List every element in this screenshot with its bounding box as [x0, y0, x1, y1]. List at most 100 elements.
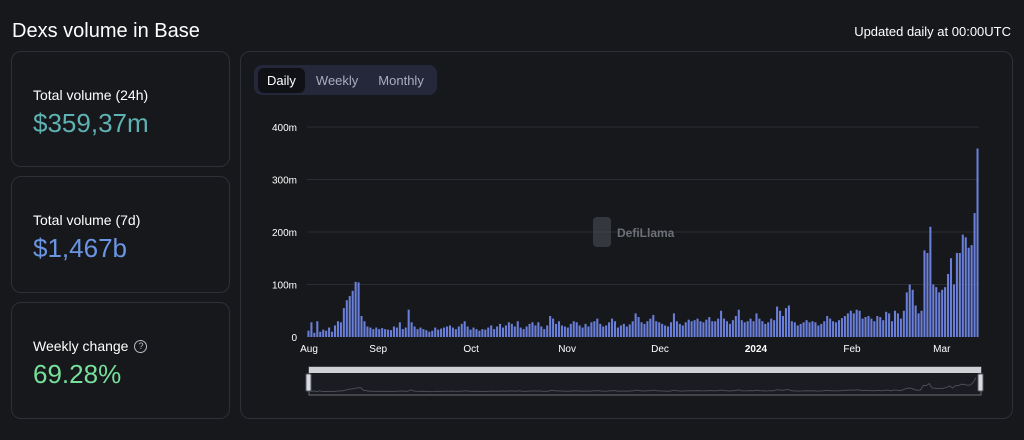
chart-bar	[893, 310, 897, 337]
stat-card-weekly-change: Weekly change ? 69.28%	[11, 302, 230, 419]
chart-bar	[410, 322, 413, 337]
stat-label-volume-24h: Total volume (24h)	[33, 87, 149, 103]
chart-bar	[867, 316, 870, 337]
chart-bar	[602, 326, 605, 337]
chart-bar	[861, 318, 864, 338]
chart-bar	[307, 330, 310, 337]
range-brush-slider	[309, 367, 981, 373]
chart-bar	[634, 313, 637, 338]
chart-bar	[490, 325, 493, 337]
chart-bar	[431, 330, 434, 337]
chart-bar	[569, 323, 572, 338]
chart-bar	[504, 325, 507, 337]
chart-bar	[876, 316, 879, 337]
chart-bar	[605, 325, 608, 337]
chart-bar	[572, 321, 575, 337]
chart-bar	[687, 319, 690, 337]
chart-bar	[799, 323, 802, 338]
chart-bar	[905, 292, 908, 338]
stat-card-volume-7d: Total volume (7d) $1,467b	[11, 176, 230, 293]
tab-monthly[interactable]: Monthly	[378, 72, 424, 88]
question-circle-icon[interactable]: ?	[134, 339, 148, 353]
chart-bar	[540, 326, 543, 337]
chart-bar	[454, 329, 457, 338]
chart-bar	[463, 321, 466, 337]
volume-bar-chart: 0 100m 200m 300m 400m DefiLlama Aug Sep Oct Nov De…	[272, 123, 984, 396]
chart-bar	[342, 308, 345, 338]
chart-bar	[817, 325, 820, 337]
chart-bar	[976, 148, 979, 337]
chart-bar	[549, 316, 552, 337]
chart-bar	[622, 323, 625, 338]
chart-bar	[672, 313, 675, 338]
chart-bar	[384, 329, 387, 338]
chart-bar	[478, 330, 481, 337]
chart-bar	[941, 289, 944, 337]
chart-bar	[728, 323, 731, 338]
chart-bar	[725, 321, 729, 337]
chart-bar	[914, 305, 917, 337]
chart-bar	[920, 310, 923, 337]
chart-bar	[805, 320, 808, 337]
y-tick-label: 200m	[272, 228, 297, 239]
chart-bar	[448, 325, 451, 337]
chart-bar	[457, 326, 460, 337]
chart-bar	[705, 319, 708, 337]
chart-bar	[363, 321, 366, 337]
chart-bar	[843, 316, 846, 337]
y-tick-label: 100m	[272, 281, 297, 292]
y-tick-label: 0	[291, 333, 297, 344]
tab-weekly[interactable]: Weekly	[315, 72, 359, 88]
chart-bar	[360, 316, 363, 337]
chart-bar	[973, 213, 976, 337]
chart-bar	[764, 323, 767, 338]
chart-bar	[902, 310, 905, 337]
chart-bar	[608, 322, 611, 337]
chart-bar	[440, 328, 443, 337]
chart-bar	[339, 322, 342, 337]
chart-bar	[513, 326, 516, 337]
chart-bar	[829, 318, 832, 338]
y-tick-label: 300m	[272, 176, 297, 187]
chart-bar	[823, 321, 826, 337]
chart-bar	[643, 323, 646, 338]
chart-bar	[590, 322, 593, 337]
chart-bar	[333, 325, 337, 337]
chart-bar	[723, 318, 726, 338]
chart-bar	[752, 321, 755, 337]
chart-bar	[416, 329, 419, 338]
chart-bar	[690, 321, 693, 337]
chart-bar	[381, 328, 384, 337]
chart-bar	[425, 330, 428, 337]
chart-bar	[460, 323, 463, 338]
chart-bar	[814, 322, 817, 337]
chart-bar	[596, 318, 599, 338]
x-tick-label: Mar	[933, 344, 951, 355]
chart-bar	[325, 330, 328, 337]
update-note: Updated daily at 00:00UTC	[854, 24, 1011, 39]
chart-bar	[864, 317, 867, 337]
chart-bar	[637, 317, 640, 337]
chart-bar	[917, 313, 920, 338]
tab-daily[interactable]: Daily	[258, 67, 305, 93]
chart-bar	[731, 320, 734, 337]
stat-label-volume-7d: Total volume (7d)	[33, 212, 141, 228]
chart-bar	[779, 310, 782, 337]
chart-bar	[755, 313, 758, 338]
chart-bar	[413, 326, 416, 337]
chart-bar	[631, 321, 634, 337]
range-brush-preview-line	[310, 377, 977, 393]
chart-bar	[434, 327, 437, 337]
chart-bar	[369, 327, 372, 337]
chart-bar	[849, 310, 852, 337]
chart-bar	[761, 321, 764, 337]
chart-bar	[870, 318, 873, 338]
chart-bar	[926, 253, 929, 337]
chart-bar	[952, 284, 955, 337]
defillama-logo-icon	[593, 217, 611, 247]
chart-bar	[835, 322, 838, 337]
chart-bar	[557, 321, 561, 337]
chart-bar	[398, 322, 401, 337]
chart-bar	[646, 321, 649, 337]
chart-bar	[669, 322, 673, 337]
